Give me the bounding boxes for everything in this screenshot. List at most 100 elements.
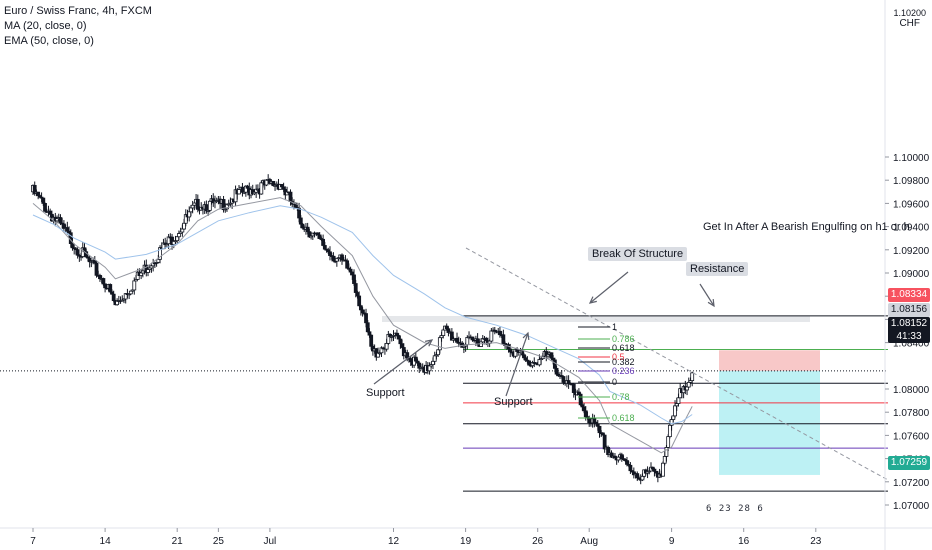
candle-body: [582, 406, 586, 412]
candle-body: [187, 211, 192, 218]
x-tick-label: 19: [460, 536, 472, 547]
candle-body: [437, 337, 442, 351]
candle-body: [597, 425, 602, 434]
fib-level-label: 0.618: [612, 343, 635, 353]
current-price: 1.08152: [890, 318, 928, 329]
ma-legend[interactable]: MA (20, close, 0): [4, 20, 87, 32]
y-tick-label: 1.08400: [893, 339, 930, 350]
candle-body: [190, 204, 195, 209]
candle-body: [396, 335, 401, 340]
candle-body: [616, 456, 621, 461]
candle-body: [367, 331, 372, 336]
candle-body: [357, 295, 362, 307]
currency-label: 1.10200 CHF: [893, 8, 926, 29]
candle-body: [204, 204, 209, 212]
ema50-line: [32, 205, 693, 425]
candle-body: [94, 262, 99, 276]
x-tick-label: 21: [172, 536, 184, 547]
resistance-arrow-head: [707, 298, 715, 308]
candle-body: [180, 228, 185, 233]
candle-body: [592, 418, 597, 423]
candle-body: [146, 269, 150, 273]
time-axis[interactable]: 7 14 21 25 Jul 12 19 26 Aug 9 16 23: [0, 527, 932, 547]
support-arrow-1-head: [425, 339, 434, 347]
candle-body: [537, 359, 542, 366]
candle-body: [508, 348, 513, 353]
candle-body: [673, 405, 677, 417]
candle-body: [436, 349, 441, 356]
y-tick-label: 1.07600: [893, 431, 930, 442]
fib-level-label: 0.78: [612, 392, 630, 402]
candle-body: [128, 290, 133, 295]
candle-body: [619, 454, 624, 460]
candle-body: [625, 460, 629, 465]
fib-level-label: 0.786: [612, 334, 635, 344]
candle-body: [470, 336, 475, 341]
x-tick-label: 7: [30, 536, 36, 547]
candle-body: [501, 334, 506, 344]
symbol-title[interactable]: Euro / Swiss Franc, 4h, FXCM: [4, 5, 152, 17]
candle-body: [298, 217, 303, 225]
fib-level-label: 1: [612, 322, 617, 332]
candle-body: [640, 475, 645, 481]
candle-body: [475, 338, 480, 344]
candle-body: [676, 397, 681, 404]
y-tick-label: 1.10000: [893, 153, 930, 164]
support-label-1: Support: [366, 387, 405, 399]
resistance-price-label: 1.08334: [888, 288, 930, 302]
candle-body: [413, 356, 418, 362]
fib-level-label: 0.5: [612, 352, 625, 362]
candle-body: [384, 342, 389, 350]
candle-body: [549, 352, 554, 359]
watermark: 6 23 28 6: [706, 504, 764, 514]
candle-body: [156, 258, 161, 263]
candle-body: [408, 358, 413, 363]
candle-body: [628, 464, 633, 472]
candle-body: [669, 419, 674, 426]
support-arrow-2-head: [522, 331, 530, 341]
candle-body: [671, 415, 676, 420]
currency-top-tick: 1.10200: [893, 8, 926, 18]
candle-body: [75, 249, 80, 256]
candle-body: [65, 227, 70, 232]
bar-countdown: 41:33: [896, 331, 922, 342]
candle-body: [554, 367, 559, 375]
candle-body: [441, 329, 446, 336]
candle-body: [132, 280, 137, 291]
position-zones: [382, 316, 820, 475]
candle-body: [195, 198, 200, 210]
candle-body: [340, 254, 344, 261]
candle-body: [667, 424, 672, 438]
candle-body: [345, 260, 350, 269]
candle-body: [661, 462, 665, 477]
y-tick-label: 1.09600: [893, 199, 930, 210]
candle-body: [431, 360, 435, 365]
x-tick-label: Jul: [264, 536, 277, 547]
candles: [31, 174, 695, 485]
candle-body: [571, 383, 576, 393]
candle-body: [352, 274, 356, 284]
resistance-arrow: [699, 283, 715, 307]
x-tick-label: 26: [532, 536, 544, 547]
candle-body: [317, 234, 322, 239]
entry-price-label: 1.08156: [888, 303, 930, 317]
ema-legend[interactable]: EMA (50, close, 0): [4, 35, 94, 47]
candle-body: [189, 207, 193, 213]
x-tick-label: 12: [388, 536, 400, 547]
candle-body: [108, 284, 113, 293]
y-tick-label: 1.09000: [893, 269, 930, 280]
candle-body: [321, 238, 326, 246]
candle-body: [432, 355, 437, 362]
stop-loss-zone: [719, 350, 820, 371]
x-tick-label: 9: [669, 536, 675, 547]
candle-body: [566, 380, 571, 384]
candle-body: [305, 226, 310, 233]
candle-body: [175, 236, 180, 242]
candle-body: [561, 376, 566, 383]
candle-body: [398, 338, 403, 345]
candle-body: [455, 337, 459, 343]
candle-body: [355, 292, 360, 297]
candle-body: [348, 268, 353, 273]
candle-body: [101, 278, 106, 285]
